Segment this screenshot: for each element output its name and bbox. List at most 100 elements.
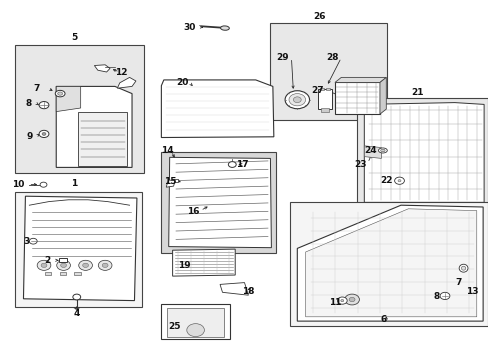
Text: 23: 23 (354, 160, 366, 169)
Bar (319, 88, 323, 90)
Circle shape (73, 294, 81, 300)
Circle shape (394, 177, 404, 184)
Text: 7: 7 (454, 278, 461, 287)
Circle shape (29, 238, 37, 244)
Text: 17: 17 (236, 160, 248, 169)
Text: 2: 2 (44, 256, 50, 265)
Text: 27: 27 (311, 86, 324, 95)
Bar (325, 88, 329, 90)
Polygon shape (334, 77, 386, 82)
Circle shape (39, 102, 49, 109)
Polygon shape (161, 304, 229, 339)
Text: 3: 3 (24, 237, 30, 246)
Bar (167, 308, 224, 337)
Bar (78, 112, 127, 166)
Circle shape (285, 91, 309, 109)
Polygon shape (172, 249, 235, 276)
Circle shape (82, 263, 88, 267)
Polygon shape (220, 283, 248, 295)
Circle shape (344, 294, 359, 305)
Circle shape (61, 263, 66, 267)
Circle shape (79, 260, 92, 270)
Text: 4: 4 (73, 309, 80, 318)
Bar (60, 272, 66, 275)
Bar (173, 179, 178, 182)
Circle shape (288, 94, 305, 106)
Bar (317, 89, 331, 109)
Text: 18: 18 (241, 287, 254, 296)
Circle shape (293, 97, 301, 103)
Circle shape (348, 297, 354, 302)
Bar (334, 82, 379, 114)
Ellipse shape (397, 180, 400, 182)
Ellipse shape (58, 92, 62, 95)
Circle shape (41, 263, 47, 267)
Text: 24: 24 (364, 146, 376, 155)
Bar (289, 202, 487, 326)
Circle shape (228, 162, 236, 167)
Circle shape (337, 297, 346, 304)
Text: 30: 30 (183, 23, 196, 32)
Polygon shape (94, 65, 110, 72)
Text: 28: 28 (325, 53, 338, 62)
Ellipse shape (461, 266, 465, 270)
Text: 14: 14 (161, 146, 173, 155)
Text: 22: 22 (379, 176, 392, 185)
Bar (15, 192, 142, 307)
Text: 15: 15 (164, 177, 177, 186)
Circle shape (57, 260, 70, 270)
Polygon shape (117, 77, 136, 88)
Polygon shape (379, 77, 386, 114)
Circle shape (186, 324, 204, 337)
Polygon shape (297, 205, 482, 321)
Polygon shape (305, 209, 476, 317)
Polygon shape (23, 196, 137, 301)
Polygon shape (166, 180, 175, 187)
Text: 8: 8 (25, 99, 31, 108)
Circle shape (37, 260, 51, 270)
Bar (45, 272, 51, 275)
Text: 19: 19 (177, 261, 190, 270)
Text: 8: 8 (432, 292, 438, 301)
Polygon shape (161, 80, 273, 138)
Polygon shape (168, 157, 271, 248)
Text: 10: 10 (12, 180, 25, 189)
Text: 9: 9 (26, 132, 33, 141)
Text: 21: 21 (410, 89, 423, 98)
Bar (161, 152, 276, 253)
Polygon shape (56, 86, 132, 167)
Text: 16: 16 (186, 207, 199, 216)
Bar (270, 23, 386, 120)
Text: 12: 12 (115, 68, 127, 77)
Bar (320, 108, 328, 112)
Text: 20: 20 (176, 78, 188, 87)
Circle shape (439, 292, 449, 300)
Text: 25: 25 (167, 322, 180, 331)
Text: 5: 5 (72, 33, 78, 42)
Bar (15, 45, 144, 173)
Ellipse shape (378, 148, 386, 153)
Polygon shape (56, 86, 81, 112)
Text: 7: 7 (33, 84, 40, 93)
Ellipse shape (458, 264, 467, 272)
Circle shape (98, 260, 112, 270)
Ellipse shape (220, 26, 229, 30)
Text: 26: 26 (312, 12, 325, 21)
Circle shape (39, 130, 49, 138)
Polygon shape (364, 146, 381, 158)
Bar (59, 258, 66, 262)
Circle shape (102, 263, 108, 267)
Ellipse shape (340, 300, 343, 302)
Text: 11: 11 (328, 297, 341, 307)
Text: 29: 29 (276, 53, 288, 62)
Ellipse shape (55, 90, 65, 97)
Text: 6: 6 (380, 315, 386, 324)
Text: 1: 1 (71, 179, 77, 188)
Text: 13: 13 (465, 287, 477, 296)
Polygon shape (364, 103, 483, 202)
Ellipse shape (380, 149, 384, 152)
Circle shape (42, 132, 46, 135)
Circle shape (40, 182, 47, 187)
Bar (74, 272, 81, 275)
Bar (356, 98, 487, 207)
